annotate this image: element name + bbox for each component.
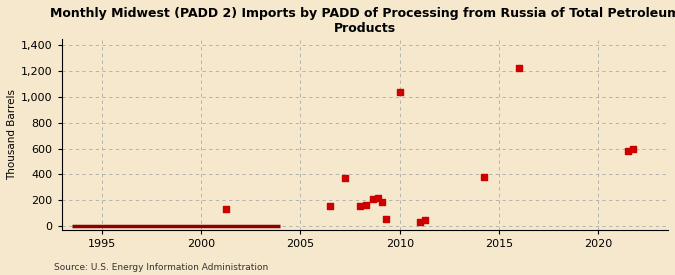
Title: Monthly Midwest (PADD 2) Imports by PADD of Processing from Russia of Total Petr: Monthly Midwest (PADD 2) Imports by PADD…: [50, 7, 675, 35]
Text: Source: U.S. Energy Information Administration: Source: U.S. Energy Information Administ…: [54, 263, 268, 272]
Point: [394, 90, 405, 94]
Point: [623, 149, 634, 153]
Point: [354, 204, 365, 208]
Point: [340, 176, 350, 180]
Point: [325, 204, 335, 208]
Point: [220, 207, 231, 211]
Point: [514, 66, 524, 70]
Point: [419, 218, 430, 223]
Point: [368, 197, 379, 202]
Point: [628, 146, 639, 151]
Y-axis label: Thousand Barrels: Thousand Barrels: [7, 89, 17, 180]
Point: [381, 217, 392, 221]
Point: [361, 203, 372, 207]
Point: [377, 200, 387, 204]
Point: [373, 196, 383, 200]
Point: [414, 219, 425, 224]
Point: [479, 174, 489, 179]
